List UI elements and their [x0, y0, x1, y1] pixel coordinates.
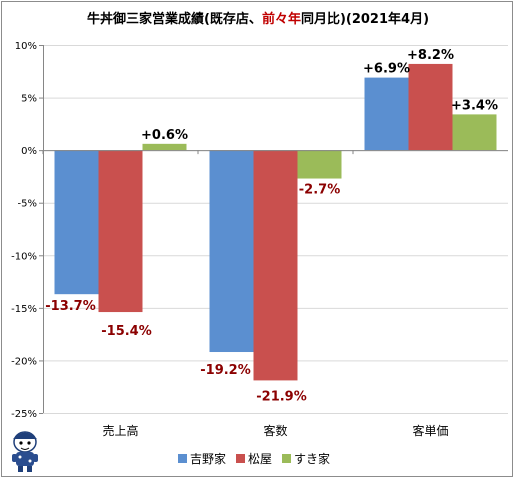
legend-item: 吉野家: [178, 450, 226, 467]
category-label: 客数: [263, 423, 287, 438]
y-tick-label: 0%: [21, 146, 37, 157]
title-pre: 牛丼御三家営業成績(既存店、: [86, 12, 262, 27]
bar: [54, 150, 99, 295]
bar: [364, 77, 409, 151]
y-tick-label: -15%: [11, 304, 37, 315]
category-label: 客単価: [412, 423, 448, 438]
bar: [297, 150, 342, 179]
bar: [408, 63, 453, 151]
category-label: 売上高: [102, 423, 138, 438]
y-tick-label: 10%: [15, 41, 37, 52]
y-tick-label: 5%: [21, 94, 37, 105]
data-label: -15.4%: [101, 324, 152, 339]
title-highlight: 前々年: [261, 12, 301, 27]
data-label: -13.7%: [45, 299, 96, 314]
data-label: -19.2%: [200, 363, 251, 378]
bar: [98, 150, 143, 313]
mascot-logo-icon: [12, 431, 38, 472]
legend-item: 松屋: [236, 450, 272, 467]
bars: [54, 63, 497, 381]
bar: [209, 150, 254, 353]
legend-swatch: [178, 454, 187, 463]
legend-label: すき家: [294, 452, 331, 466]
title-post: 同月比)(2021年4月): [300, 12, 430, 27]
legend-label: 吉野家: [190, 452, 227, 466]
data-label: +0.6%: [141, 128, 188, 143]
chart-title: 牛丼御三家営業成績(既存店、前々年同月比)(2021年4月): [0, 8, 516, 27]
data-label: +8.2%: [407, 48, 454, 63]
bar: [142, 143, 187, 151]
data-label: +6.9%: [363, 62, 410, 77]
data-label: -2.7%: [299, 183, 340, 198]
axes: 10% 5% 0% -5% -10% -15% -20% -25% 売上高 客数 客単価: [11, 41, 508, 438]
legend-swatch: [236, 454, 246, 463]
legend-item: すき家: [282, 450, 330, 467]
y-tick-label: -10%: [11, 251, 37, 262]
data-labels: -13.7%-15.4%+0.6%-19.2%-21.9%-2.7%+6.9%+…: [45, 48, 498, 404]
legend-swatch: [282, 454, 292, 463]
legend: 吉野家 松屋 すき家: [178, 450, 330, 467]
y-tick-label: -20%: [11, 356, 37, 367]
legend-label: 松屋: [248, 452, 273, 466]
y-tick-label: -5%: [18, 199, 37, 210]
data-label: -21.9%: [256, 389, 307, 404]
y-tick-label: -25%: [11, 409, 37, 420]
bar: [253, 150, 298, 381]
data-label: +3.4%: [451, 98, 498, 113]
bar: [452, 114, 497, 151]
